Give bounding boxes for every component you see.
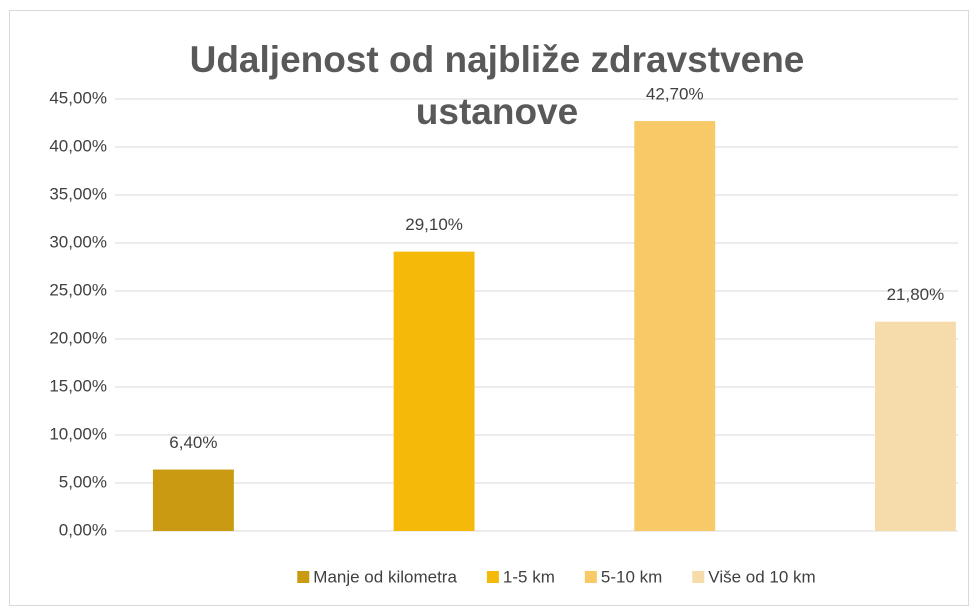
y-tick-label: 0,00% xyxy=(59,520,107,539)
data-label: 29,10% xyxy=(405,215,463,234)
data-label: 6,40% xyxy=(169,433,217,452)
legend-label: 5-10 km xyxy=(601,567,662,586)
legend-swatch xyxy=(486,571,499,583)
y-tick-label: 40,00% xyxy=(49,136,107,155)
chart-border xyxy=(9,10,969,606)
bar xyxy=(152,469,234,531)
legend-label: 1-5 km xyxy=(503,567,555,586)
y-tick-label: 35,00% xyxy=(49,184,107,203)
legend-label: Manje od kilometra xyxy=(313,567,457,586)
data-label: 42,70% xyxy=(646,85,704,104)
y-tick-label: 45,00% xyxy=(49,88,107,107)
bar xyxy=(874,321,956,531)
bar xyxy=(634,121,716,531)
y-tick-label: 25,00% xyxy=(49,280,107,299)
y-tick-label: 15,00% xyxy=(49,376,107,395)
data-label: 21,80% xyxy=(887,285,945,304)
legend-swatch xyxy=(692,571,705,583)
y-tick-label: 5,00% xyxy=(59,472,107,491)
y-tick-label: 10,00% xyxy=(49,424,107,443)
legend-swatch xyxy=(584,571,597,583)
chart-title: Udaljenost od najbliže zdravstvene ustan… xyxy=(189,39,805,132)
legend-label: Više od 10 km xyxy=(708,567,815,586)
legend-swatch xyxy=(297,571,310,583)
bar xyxy=(393,251,475,531)
y-tick-label: 20,00% xyxy=(49,328,107,347)
y-tick-label: 30,00% xyxy=(49,232,107,251)
